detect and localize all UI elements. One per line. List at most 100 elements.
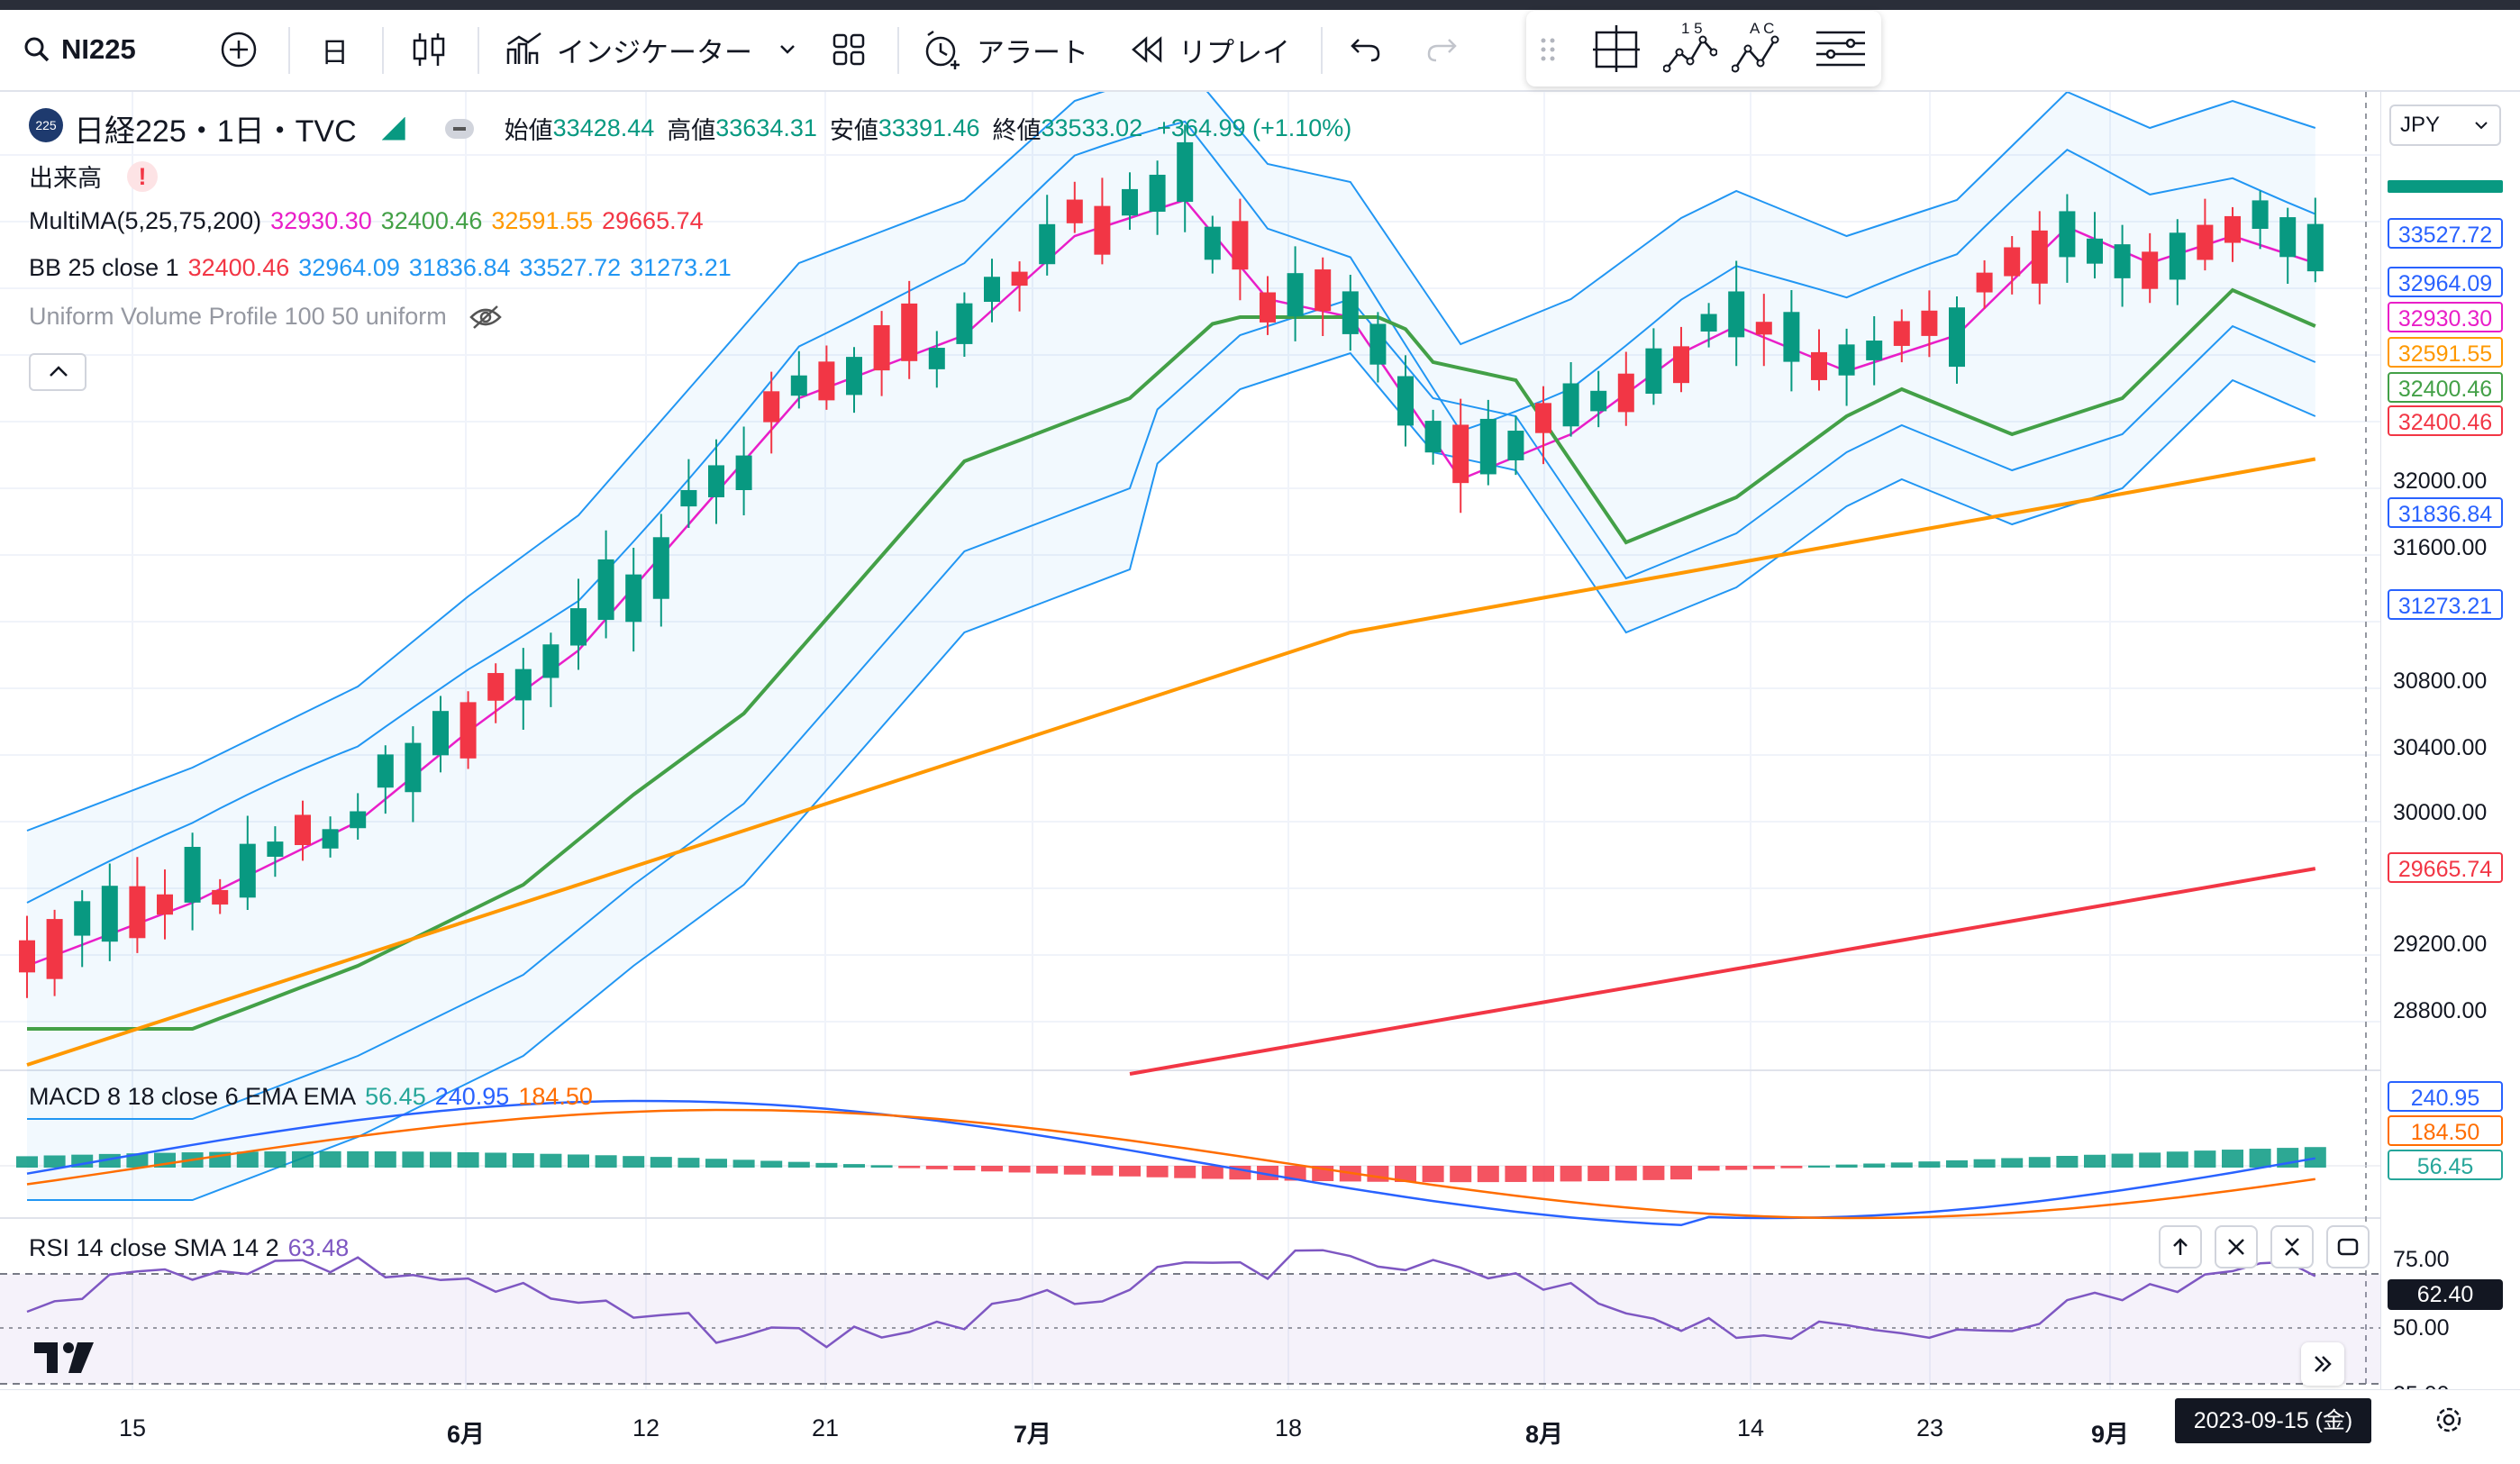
candle-up xyxy=(432,711,449,756)
moving-averages xyxy=(26,198,2316,1076)
symbol-search[interactable]: NI225 xyxy=(23,20,136,79)
replay-button[interactable]: リプレイ xyxy=(1130,20,1290,79)
candle-up xyxy=(735,455,752,490)
chart-area[interactable]: 225 日経225・1日・TVC 始値 33428.44 高値 33634.31 安… xyxy=(0,92,2520,1464)
macd-histogram-bar xyxy=(1284,1166,1306,1181)
time-label: 6月 xyxy=(446,1421,486,1448)
macd-histogram-bar xyxy=(292,1150,314,1168)
macd-histogram-bar xyxy=(1780,1166,1803,1168)
rsi-line xyxy=(26,1249,2316,1349)
rsi-pane xyxy=(0,1249,2380,1385)
maximize-pane-button[interactable] xyxy=(2326,1225,2370,1268)
ohlc-low-value: 33391.46 xyxy=(878,114,980,141)
macd-histogram-bar xyxy=(898,1166,921,1168)
macd-histogram-bar xyxy=(1174,1166,1196,1178)
eye-hidden-icon[interactable] xyxy=(469,305,503,330)
macd-hist-badge: 56.45 xyxy=(2388,1150,2503,1180)
bb-fill xyxy=(27,92,2315,1200)
candle-up xyxy=(708,465,724,497)
layout-templates-button[interactable] xyxy=(831,20,867,79)
rsi-legend[interactable]: RSI 14 close SMA 14 2 63.48 xyxy=(29,1234,349,1262)
settings-gear-icon[interactable] xyxy=(2433,1404,2465,1436)
candle-up xyxy=(1479,418,1497,475)
macd-histogram-bar xyxy=(374,1151,396,1168)
ma200-line xyxy=(1129,867,2316,1076)
tradingview-logo[interactable] xyxy=(32,1339,96,1375)
redo-icon xyxy=(1427,39,1457,62)
alert-button[interactable]: アラート xyxy=(923,20,1088,79)
collapse-indicators-button[interactable] xyxy=(29,353,86,391)
macd-line xyxy=(26,1099,2316,1227)
macd-histogram-bar xyxy=(2001,1158,2024,1168)
interval-button[interactable]: 日 xyxy=(321,20,349,79)
bollinger-bands xyxy=(26,92,2316,1201)
candle-down xyxy=(2142,251,2159,289)
crosshair-box-icon[interactable] xyxy=(1591,23,1642,74)
drawing-settings-icon[interactable] xyxy=(1815,27,1867,72)
rsi-value: 63.48 xyxy=(287,1234,350,1261)
chart-canvas[interactable] xyxy=(0,92,2520,1463)
scroll-to-realtime-button[interactable] xyxy=(2301,1342,2344,1386)
redo-button[interactable] xyxy=(1425,20,1458,79)
candle-down xyxy=(295,814,311,846)
ma5-price-badge: 32930.30 xyxy=(2388,302,2503,332)
volume-legend[interactable]: 出来高 ! xyxy=(29,159,158,194)
candle-up xyxy=(1700,314,1717,332)
currency-selector[interactable]: JPY xyxy=(2389,105,2501,146)
move-pane-up-button[interactable] xyxy=(2159,1225,2202,1268)
macd-histogram-bar xyxy=(1422,1166,1444,1183)
macd-histogram-bar xyxy=(650,1157,672,1168)
close-pane-button[interactable] xyxy=(2215,1225,2258,1268)
collapse-pane-button[interactable] xyxy=(2270,1225,2314,1268)
maximize-icon xyxy=(2337,1238,2359,1256)
candle-down xyxy=(1535,403,1551,433)
rsi-price-badge: 62.40 xyxy=(2388,1279,2503,1310)
candle-up xyxy=(652,537,669,599)
candle-up xyxy=(239,843,256,898)
macd-legend[interactable]: MACD 8 18 close 6 EMA EMA 56.45 240.95 1… xyxy=(29,1083,593,1111)
bb-legend[interactable]: BB 25 close 1 32400.46 32964.09 31836.84… xyxy=(29,254,732,282)
time-label: 14 xyxy=(1736,1414,1765,1441)
candle-up xyxy=(1287,273,1304,317)
abcd-pattern-tool[interactable]: A C xyxy=(1730,20,1788,77)
macd-histogram-bar xyxy=(953,1166,976,1171)
candle-down xyxy=(1811,351,1827,380)
candle-down xyxy=(818,361,835,401)
symbol-title: 日経225・1日・TVC xyxy=(74,114,357,149)
time-axis[interactable] xyxy=(0,1389,2520,1464)
macd-histogram-bar xyxy=(568,1154,589,1168)
multima-legend[interactable]: MultiMA(5,25,75,200) 32930.30 32400.46 3… xyxy=(29,207,704,235)
time-label: 23 xyxy=(1915,1414,1944,1441)
macd-histogram-bar xyxy=(1560,1166,1582,1182)
rewind-icon xyxy=(1132,36,1162,63)
macd-histogram-bar xyxy=(1973,1159,1996,1168)
collapse-legend-icon[interactable] xyxy=(444,118,474,139)
candle-down xyxy=(1315,269,1332,312)
bb-basis-price-badge: 32400.46 xyxy=(2388,405,2503,436)
elliott-wave-numbers: 1 5 xyxy=(1681,20,1703,37)
ohlc-high-label: 高値 xyxy=(667,117,716,144)
macd-histogram-bar xyxy=(485,1152,507,1168)
macd-histogram-bar xyxy=(1808,1165,1830,1168)
drag-handle-icon[interactable] xyxy=(1539,36,1557,63)
macd-histogram-bar xyxy=(319,1150,341,1168)
elliott-wave-tool[interactable]: 1 5 xyxy=(1661,20,1719,77)
warning-icon[interactable]: ! xyxy=(127,160,158,192)
symbol-legend[interactable]: 225 日経225・1日・TVC 始値 33428.44 高値 33634.31 安… xyxy=(29,106,1351,150)
macd-histogram-bar xyxy=(1450,1166,1472,1183)
alarm-clock-plus-icon xyxy=(925,30,960,69)
candle-down xyxy=(1755,322,1772,335)
candle-down xyxy=(2224,215,2241,243)
candle-up xyxy=(956,303,973,344)
undo-button[interactable] xyxy=(1350,20,1382,79)
indicators-button[interactable]: インジケーター xyxy=(505,20,796,79)
bb-lower2-line xyxy=(27,351,2316,1201)
chart-type-button[interactable] xyxy=(411,20,447,79)
candle-up xyxy=(790,375,807,396)
macd-histogram-bar xyxy=(1752,1166,1775,1169)
candle-up xyxy=(2252,200,2269,230)
bb-upper-line xyxy=(26,120,2316,904)
ma75-price-badge: 32591.55 xyxy=(2388,337,2503,368)
compare-symbol-button[interactable] xyxy=(220,20,258,79)
volume-profile-legend[interactable]: Uniform Volume Profile 100 50 uniform xyxy=(29,303,503,331)
